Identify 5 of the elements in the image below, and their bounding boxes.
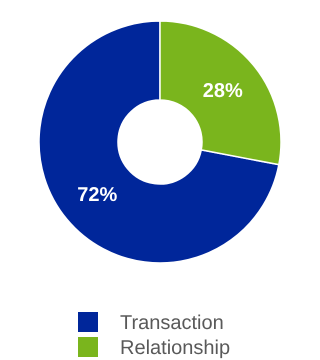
donut-slice [38,20,280,264]
data-label: 72% [77,184,118,206]
legend-label: Transaction [120,312,224,334]
data-label: 28% [202,80,244,102]
legend-label: Relationship [120,337,230,359]
